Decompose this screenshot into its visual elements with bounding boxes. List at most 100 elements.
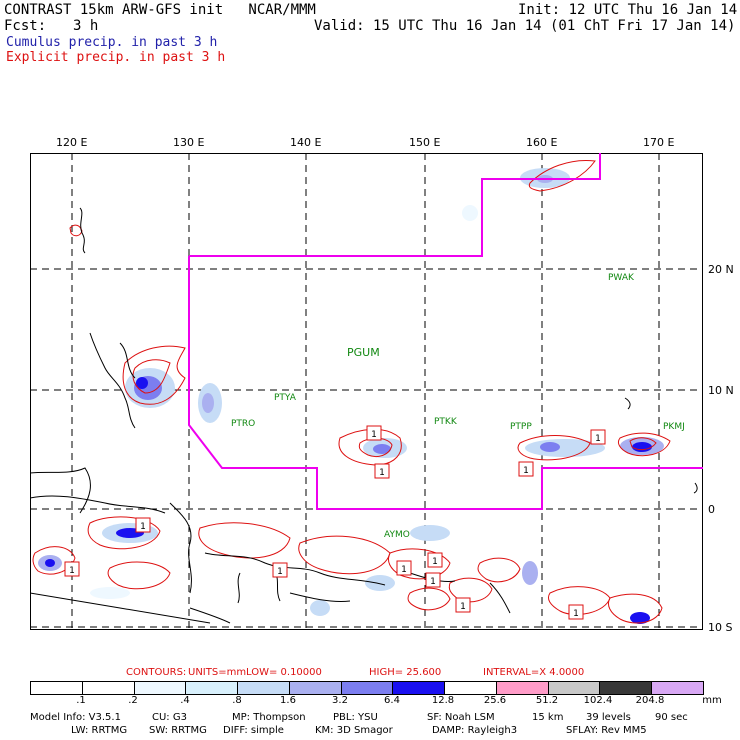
max-box-label: 1 <box>277 567 283 577</box>
lon-label-150e: 150 E <box>409 136 441 149</box>
colorbar-label: 1.6 <box>280 695 296 706</box>
max-box: 1 <box>374 463 390 479</box>
km-option: KM: 3D Smagor <box>315 725 393 736</box>
station-pgum: PGUM <box>347 346 380 359</box>
forecast-label: Fcst: <box>4 18 47 34</box>
contours-interval: INTERVAL=X 4.0000 <box>483 667 585 678</box>
max-box-label: 1 <box>371 430 377 440</box>
max-box-label: 1 <box>595 434 601 444</box>
lat-label-10n: 10 N <box>708 384 734 397</box>
colorbar-label: 6.4 <box>384 695 400 706</box>
max-box: 1 <box>64 561 80 577</box>
colorbar-label: 3.2 <box>332 695 348 706</box>
max-box-label: 1 <box>379 468 385 478</box>
max-box: 1 <box>568 604 584 620</box>
max-box-label: 1 <box>460 602 466 612</box>
model-version: Model Info: V3.5.1 <box>30 712 121 723</box>
colorbar-label: .4 <box>180 695 190 706</box>
colorbar-swatch <box>600 682 653 694</box>
valid-time: Valid: 15 UTC Thu 16 Jan 14 (01 ChT Fri … <box>314 18 736 34</box>
max-box-label: 1 <box>432 557 438 567</box>
max-box: 1 <box>366 425 382 441</box>
colorbar-label: 12.8 <box>431 695 455 706</box>
station-ptkk: PTKK <box>434 417 457 427</box>
colorbar-label: 204.8 <box>635 695 665 706</box>
max-box: 1 <box>425 572 441 588</box>
station-ptro: PTRO <box>231 419 256 429</box>
explicit-precip-legend: Explicit precip. in past 3 h <box>6 50 226 65</box>
time-step: 90 sec <box>655 712 688 723</box>
station-ptpp: PTPP <box>510 422 532 432</box>
lon-label-120e: 120 E <box>56 136 88 149</box>
station-pwak: PWAK <box>608 273 634 283</box>
colorbar-swatch <box>238 682 290 694</box>
lon-label-130e: 130 E <box>173 136 205 149</box>
max-box: 1 <box>396 560 412 576</box>
colorbar-swatch <box>548 682 601 694</box>
colorbar-swatch <box>186 682 239 694</box>
cumulus-scheme: CU: G3 <box>152 712 187 723</box>
max-box: 1 <box>427 552 443 568</box>
max-box-label: 1 <box>140 522 146 532</box>
station-pkmj: PKMJ <box>663 422 685 432</box>
shortwave-scheme: SW: RRTMG <box>149 725 207 736</box>
contours-units: UNITS=mm <box>188 667 247 678</box>
max-box-label: 1 <box>401 565 407 575</box>
explicit-precip-contours <box>32 159 671 624</box>
coastlines <box>30 207 698 624</box>
contours-high: HIGH= 25.600 <box>369 667 442 678</box>
diffusion-option: DIFF: simple <box>223 725 284 736</box>
lon-label-170e: 170 E <box>643 136 675 149</box>
colorbar-swatch <box>31 682 83 694</box>
longwave-scheme: LW: RRTMG <box>71 725 128 736</box>
colorbar-swatch <box>652 682 703 694</box>
domain-boundary <box>188 153 703 510</box>
colorbar-label: 25.6 <box>483 695 507 706</box>
max-box: 1 <box>518 461 534 477</box>
max-box-label: 1 <box>523 466 529 476</box>
precipitation-map: 1 1 1 1 1 1 1 1 1 1 1 1 <box>30 153 703 630</box>
cumulus-precip-shading <box>38 168 664 624</box>
microphysics-scheme: MP: Thompson <box>232 712 306 723</box>
colorbar-swatch <box>393 682 446 694</box>
max-box: 1 <box>455 597 471 613</box>
max-box: 1 <box>272 562 288 578</box>
vertical-levels: 39 levels <box>586 712 631 723</box>
station-aymo: AYMO <box>384 530 410 540</box>
damping-option: DAMP: Rayleigh3 <box>432 725 518 736</box>
surface-scheme: SF: Noah LSM <box>427 712 495 723</box>
max-value-boxes: 1 1 1 1 1 1 1 1 1 1 1 1 <box>64 425 606 620</box>
lon-label-140e: 140 E <box>290 136 322 149</box>
max-box-label: 1 <box>573 609 579 619</box>
grid-spacing: 15 km <box>532 712 564 723</box>
surface-layer-option: SFLAY: Rev MM5 <box>566 725 647 736</box>
max-box-label: 1 <box>430 577 436 587</box>
contours-label: CONTOURS: <box>126 667 187 678</box>
colorbar-swatch <box>82 682 135 694</box>
colorbar <box>30 681 704 695</box>
lat-label-10s: 10 S <box>708 621 733 634</box>
max-box: 1 <box>135 517 151 533</box>
max-box-label: 1 <box>69 566 75 576</box>
pbl-scheme: PBL: YSU <box>333 712 378 723</box>
lon-label-160e: 160 E <box>526 136 558 149</box>
colorbar-label: 51.2 <box>535 695 559 706</box>
max-box: 1 <box>590 429 606 445</box>
colorbar-unit: mm <box>702 695 722 706</box>
lat-label-20n: 20 N <box>708 263 734 276</box>
cumulus-precip-legend: Cumulus precip. in past 3 h <box>6 35 218 50</box>
colorbar-label: .2 <box>128 695 138 706</box>
init-time: Init: 12 UTC Thu 16 Jan 14 <box>518 2 738 18</box>
lat-label-equator: 0 <box>708 503 715 516</box>
colorbar-label: 102.4 <box>583 695 613 706</box>
colorbar-label: .1 <box>76 695 86 706</box>
colorbar-label: .8 <box>232 695 242 706</box>
map-title: CONTRAST 15km ARW-GFS init NCAR/MMM <box>4 2 316 18</box>
colorbar-swatch <box>445 682 497 694</box>
forecast-hour: 3 h <box>73 18 99 34</box>
station-ptya: PTYA <box>274 393 296 403</box>
colorbar-swatch <box>341 682 394 694</box>
colorbar-swatch <box>496 682 549 694</box>
contours-low: LOW= 0.10000 <box>246 667 322 678</box>
colorbar-swatch <box>289 682 342 694</box>
